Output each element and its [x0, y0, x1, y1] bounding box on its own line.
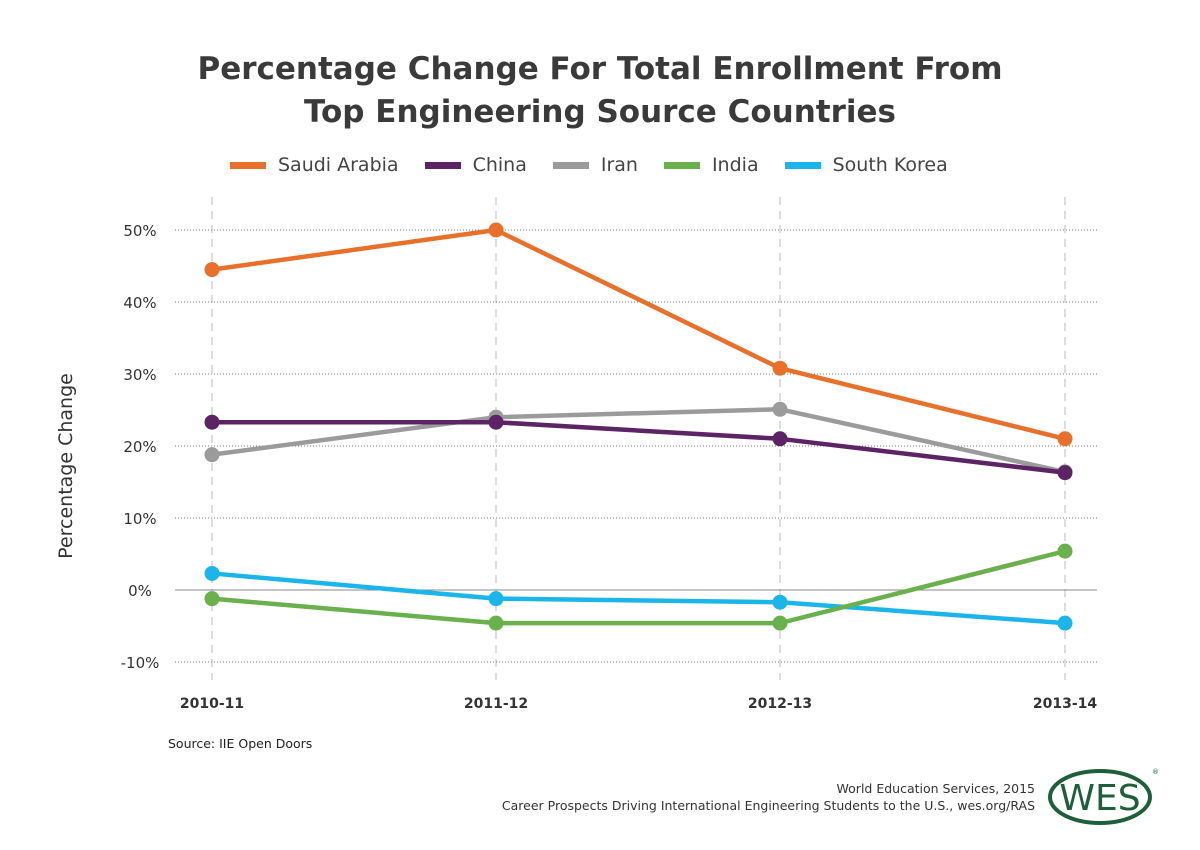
data-point: [204, 414, 220, 430]
y-tick-label: -10%: [121, 654, 160, 672]
legend-swatch: [663, 161, 700, 169]
data-point: [1057, 615, 1073, 631]
chart-title: Percentage Change For Total Enrollment F…: [0, 48, 1200, 134]
credit-line-1: World Education Services, 2015: [836, 781, 1035, 796]
credit-line-2: Career Prospects Driving International E…: [501, 798, 1035, 813]
data-point: [772, 594, 788, 610]
legend-item: China: [424, 154, 527, 176]
svg-text:WES: WES: [1059, 778, 1140, 819]
data-point: [204, 262, 220, 278]
legend-swatch: [784, 161, 821, 169]
legend-swatch: [552, 161, 589, 169]
series-line: [211, 548, 1066, 626]
y-tick-label: 30%: [123, 366, 156, 384]
y-tick-label: 0%: [128, 582, 152, 600]
svg-text:®: ®: [1152, 768, 1158, 776]
x-tick-label: 2013-14: [1033, 696, 1098, 712]
source-note: Source: IIE Open Doors: [168, 736, 313, 751]
data-point: [488, 615, 504, 631]
legend-swatch: [424, 161, 461, 169]
legend-item: South Korea: [784, 154, 948, 176]
y-axis-label: Percentage Change: [55, 373, 77, 559]
legend-item: Saudi Arabia: [230, 154, 399, 176]
data-point: [204, 591, 220, 607]
y-tick-label: 40%: [123, 294, 156, 312]
y-tick-label: 10%: [123, 510, 156, 528]
series-line: [212, 419, 1066, 475]
legend-label: Saudi Arabia: [278, 154, 399, 176]
legend: Saudi Arabia China Iran India South Korea: [230, 154, 974, 176]
y-tick-label: 20%: [123, 438, 156, 456]
data-point: [488, 591, 504, 607]
data-point: [772, 615, 788, 631]
data-point: [772, 360, 788, 376]
data-point: [204, 565, 220, 581]
series-line: [211, 407, 1066, 475]
legend-label: India: [711, 154, 759, 176]
data-point: [1057, 431, 1073, 447]
data-point: [204, 447, 220, 463]
legend-label: South Korea: [832, 154, 948, 176]
y-tick-label: 50%: [123, 222, 156, 240]
data-point: [488, 222, 504, 238]
data-point: [772, 431, 788, 447]
data-point: [772, 401, 788, 417]
credit: World Education Services, 2015 Career Pr…: [502, 780, 1035, 814]
data-point: [1057, 465, 1073, 481]
legend-label: China: [472, 154, 527, 176]
legend-item: Iran: [552, 154, 638, 176]
data-point: [1057, 543, 1073, 559]
legend-item: India: [663, 154, 759, 176]
legend-label: Iran: [600, 154, 638, 176]
series-line: [211, 571, 1066, 626]
title-line-2: Top Engineering Source Countries: [303, 94, 897, 130]
wes-logo: WES ®: [1048, 768, 1158, 825]
title-line-1: Percentage Change For Total Enrollment F…: [197, 51, 1003, 87]
x-tick-label: 2011-12: [464, 696, 528, 712]
legend-swatch: [230, 161, 266, 169]
series-line: [211, 227, 1066, 441]
data-point: [488, 414, 504, 430]
x-tick-label: 2012-13: [748, 696, 812, 712]
x-tick-label: 2010-11: [180, 696, 244, 712]
